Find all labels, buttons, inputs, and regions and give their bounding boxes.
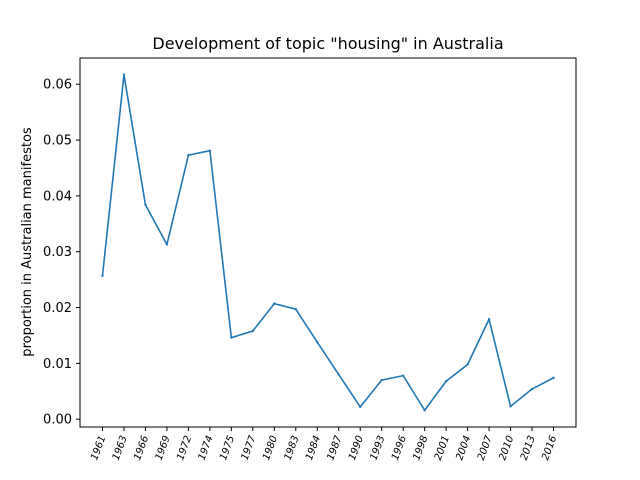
data-point [122,73,126,76]
x-tick-label: 1972 [175,434,194,462]
data-point [509,405,512,408]
plot-area-frame [79,57,577,428]
data-point [401,374,405,377]
x-tick-label: 1983 [283,434,302,462]
x-tick-label: 1974 [197,434,216,462]
data-point [316,340,319,344]
x-tick-label: 1961 [89,434,108,462]
y-axis: 0.00 0.01 0.02 0.03 0.04 0.05 0.06 [43,78,80,428]
x-tick-label: 2016 [540,434,559,462]
x-tick-label: 1975 [218,434,237,462]
data-point [165,243,169,246]
data-point [187,153,190,157]
series-line [101,73,554,412]
x-tick-label: 1996 [390,434,409,462]
x-tick-label: 1984 [304,434,323,462]
x-tick-label: 1990 [347,434,366,462]
data-point [208,149,212,152]
data-point [552,376,555,380]
x-tick-label: 1980 [261,434,280,462]
x-tick-label: 1998 [411,434,430,462]
y-tick-label: 0.03 [43,245,72,260]
y-axis-label: proportion in Australian manifestos [20,127,35,357]
data-point [144,203,147,207]
chart-title: Development of topic "housing" in Austra… [152,34,503,53]
y-tick-label: 0.01 [43,357,72,372]
data-point [530,387,534,391]
x-tick-label: 2007 [476,434,495,462]
data-point [251,329,255,333]
data-point [423,409,426,412]
data-point [337,373,340,376]
data-point [444,380,448,383]
data-point [466,363,469,366]
y-tick-label: 0.04 [43,189,72,204]
x-tick-label: 1969 [154,434,173,462]
x-tick-label: 1987 [326,434,345,462]
data-point [359,405,362,409]
x-tick-label: 2013 [519,434,538,462]
data-point [487,318,491,321]
x-axis: 1961 1963 1966 1969 1972 1974 1975 1977 1980 1983… [89,427,559,462]
x-tick-label: 1963 [111,434,130,462]
y-tick-label: 0.02 [43,301,72,316]
data-point [101,274,104,277]
data-point [273,302,276,305]
data-point [294,308,297,311]
y-tick-label: 0.06 [43,78,72,93]
x-tick-label: 1977 [240,434,259,462]
x-tick-label: 2010 [497,434,516,462]
data-point [380,378,383,382]
y-tick-label: 0.00 [43,413,72,428]
x-tick-label: 1993 [368,434,387,462]
x-tick-label: 1966 [132,434,151,462]
x-tick-label: 2004 [454,434,473,462]
series-layer [101,73,555,412]
data-point [230,336,233,339]
y-tick-label: 0.05 [43,134,72,149]
x-tick-label: 2001 [433,434,452,462]
